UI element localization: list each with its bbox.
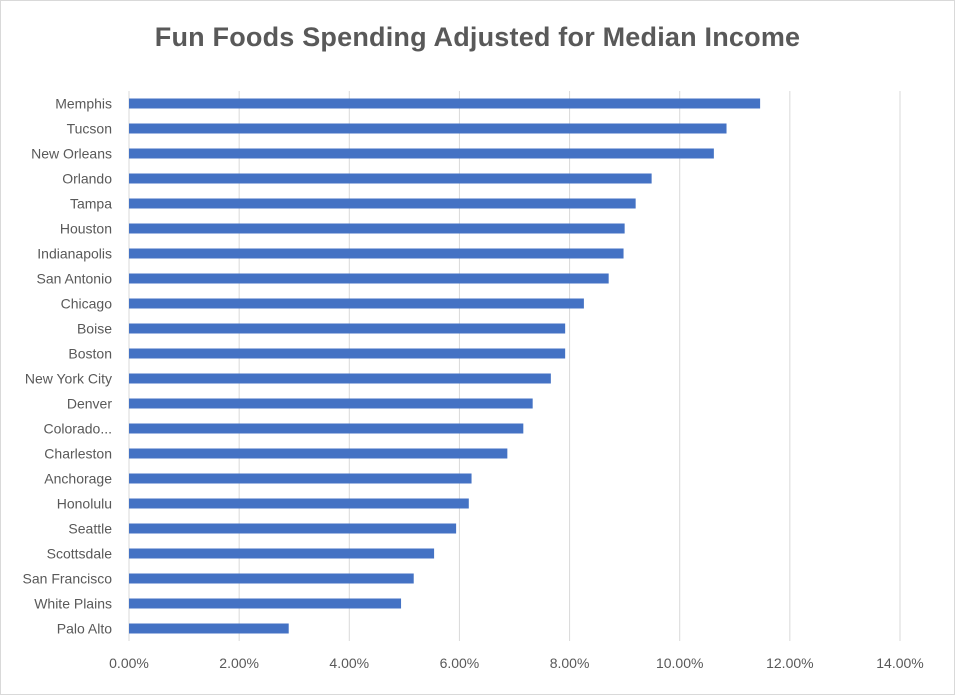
bar — [129, 373, 551, 384]
bar — [129, 623, 289, 634]
bar — [129, 473, 472, 484]
category-label: Indianapolis — [37, 246, 112, 262]
x-tick-label: 2.00% — [219, 655, 259, 671]
bar — [129, 398, 533, 409]
bar — [129, 148, 714, 159]
x-tick-label: 12.00% — [766, 655, 813, 671]
x-tick-label: 8.00% — [550, 655, 590, 671]
category-label: Boston — [68, 346, 112, 362]
category-label: Houston — [60, 221, 112, 237]
category-label: New York City — [25, 371, 112, 387]
category-label: Anchorage — [44, 471, 112, 487]
x-tick-label: 0.00% — [109, 655, 149, 671]
category-label: San Antonio — [36, 271, 112, 287]
bar — [129, 223, 625, 234]
bar — [129, 123, 727, 134]
category-label: New Orleans — [31, 146, 112, 162]
bar — [129, 548, 435, 559]
bar — [129, 573, 414, 584]
category-label: White Plains — [34, 596, 112, 612]
bar — [129, 298, 584, 309]
bar — [129, 448, 508, 459]
category-label: Memphis — [55, 96, 112, 112]
bar — [129, 323, 566, 334]
x-tick-label: 14.00% — [876, 655, 923, 671]
bar — [129, 273, 609, 284]
category-label: Charleston — [44, 446, 112, 462]
category-label: Honolulu — [57, 496, 112, 512]
category-label: Colorado... — [44, 421, 112, 437]
category-label: Denver — [67, 396, 112, 412]
bar — [129, 348, 566, 359]
bar — [129, 98, 761, 109]
category-label: Orlando — [62, 171, 112, 187]
bar — [129, 198, 636, 209]
bar — [129, 598, 402, 609]
category-label: Chicago — [61, 296, 113, 312]
x-tick-label: 4.00% — [329, 655, 369, 671]
category-label: Seattle — [68, 521, 112, 537]
x-tick-label: 10.00% — [656, 655, 703, 671]
bar — [129, 498, 469, 509]
category-label: San Francisco — [23, 571, 113, 587]
bar — [129, 248, 624, 259]
bar — [129, 523, 457, 534]
category-label: Scottsdale — [47, 546, 113, 562]
category-label: Palo Alto — [57, 621, 112, 637]
bar — [129, 173, 652, 184]
category-label: Boise — [77, 321, 112, 337]
bar — [129, 423, 524, 434]
category-label: Tampa — [70, 196, 112, 212]
chart-title: Fun Foods Spending Adjusted for Median I… — [154, 22, 801, 52]
category-label: Tucson — [67, 121, 112, 137]
x-tick-label: 6.00% — [440, 655, 480, 671]
